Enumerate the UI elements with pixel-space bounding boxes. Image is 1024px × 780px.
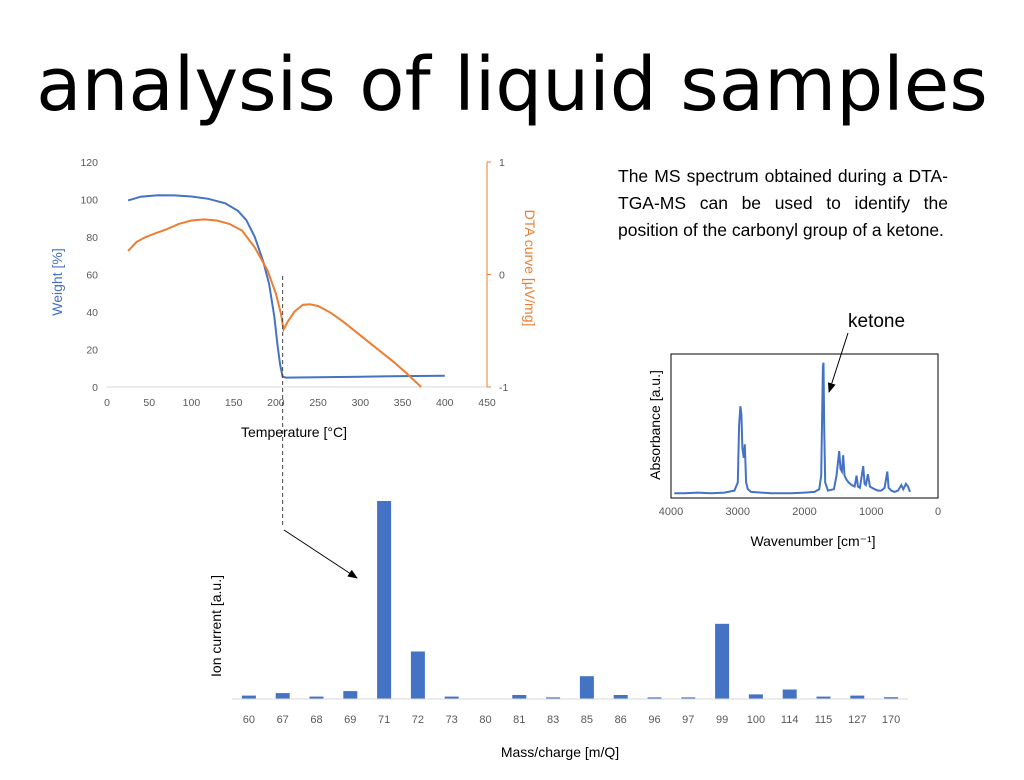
ir-x-axis-label: Wavenumber [cm⁻¹] — [750, 533, 875, 549]
ms-bar — [816, 696, 831, 699]
ms-x-tick-label: 170 — [882, 714, 900, 726]
weight-series-line — [127, 194, 445, 379]
ms-bar — [309, 696, 324, 699]
ms-bar — [850, 695, 865, 699]
ms-bar — [715, 623, 730, 699]
tga-x-tick-label: 0 — [104, 397, 110, 409]
ms-bar — [444, 696, 459, 699]
tga-x-tick-label: 100 — [183, 397, 201, 409]
dta-y-axis-label: DTA curve [µV/mg] — [522, 210, 538, 327]
ms-x-tick-label: 80 — [479, 714, 491, 726]
ir-y-axis-label: Absorbance [a.u.] — [647, 370, 663, 480]
ms-bar-chart: 60 67 68 69 71 72 73 80 81 83 85 86 96 97 99 100 114 115 1… — [208, 501, 908, 760]
ms-x-tick-label: 99 — [716, 714, 728, 726]
tga-x-tick-label: 50 — [143, 397, 155, 409]
ms-bar — [613, 695, 628, 699]
ms-x-tick-label: 85 — [581, 714, 593, 726]
ms-bar — [343, 691, 358, 699]
ms-bar — [884, 697, 899, 699]
ir-x-tick-label: 1000 — [859, 506, 883, 518]
ms-bar — [748, 694, 763, 699]
ms-x-tick-label: 100 — [747, 714, 765, 726]
ms-x-tick-label: 60 — [243, 714, 255, 726]
ir-x-tick-label: 0 — [935, 506, 941, 518]
ms-x-tick-label: 71 — [378, 714, 390, 726]
ketone-annotation: ketone — [848, 311, 905, 332]
ms-bar — [782, 689, 797, 699]
ms-x-tick-label: 73 — [446, 714, 458, 726]
ms-bar — [275, 693, 290, 699]
ir-x-tick-label: 3000 — [726, 506, 750, 518]
ms-x-tick-label: 67 — [277, 714, 289, 726]
ms-x-tick-label: 69 — [344, 714, 356, 726]
ir-spectrum-chart: 4000 3000 2000 1000 0 Wavenumber [cm⁻¹] Abso… — [647, 311, 941, 549]
dta-series-line — [127, 218, 422, 388]
tga-x-tick-label: 150 — [225, 397, 243, 409]
ms-x-axis-label: Mass/charge [m/Q] — [501, 744, 619, 760]
tga-x-tick-label: 300 — [352, 397, 370, 409]
ms-x-tick-label: 115 — [815, 714, 833, 726]
ms-y-axis-label: Ion current [a.u.] — [208, 575, 224, 677]
ms-x-tick-label: 81 — [513, 714, 525, 726]
tga-dta-chart: 0 50 100 150 200 250 300 350 400 450 0 20 40 60 80 100… — [49, 157, 538, 440]
guide-arrow — [283, 529, 358, 579]
tga-x-tick-label: 450 — [478, 397, 496, 409]
tga-y-tick-label: 20 — [86, 345, 98, 357]
ms-x-tick-label: 72 — [412, 714, 424, 726]
dta-y-tick-label: 0 — [499, 270, 505, 282]
tga-y-tick-label: 120 — [80, 157, 98, 169]
tga-x-tick-label: 200 — [267, 397, 285, 409]
ms-x-tick-label: 114 — [781, 714, 799, 726]
tga-x-tick-label: 400 — [436, 397, 454, 409]
tga-y-tick-label: 40 — [86, 307, 98, 319]
ms-bar — [410, 651, 425, 699]
ms-bar — [377, 501, 392, 699]
description-text: The MS spectrum obtained during a DTA-TG… — [618, 166, 948, 240]
ms-bar — [546, 697, 561, 699]
ir-spectrum-line — [674, 362, 911, 495]
ms-bar — [647, 697, 662, 699]
tga-y-tick-label: 60 — [86, 270, 98, 282]
ir-plot-frame — [670, 353, 939, 499]
ir-x-tick-label: 4000 — [659, 506, 683, 518]
ms-bar — [579, 676, 594, 699]
tga-x-tick-label: 350 — [394, 397, 412, 409]
dta-y-tick-label: -1 — [499, 382, 508, 394]
tga-y-axis-label: Weight [%] — [49, 248, 65, 315]
tga-y-tick-label: 100 — [80, 195, 98, 207]
tga-x-tick-label: 250 — [309, 397, 327, 409]
ms-x-tick-label: 127 — [848, 714, 866, 726]
ketone-arrow — [827, 332, 849, 393]
ir-x-tick-label: 2000 — [792, 506, 816, 518]
ms-bar — [512, 695, 527, 699]
tga-y-tick-label: 0 — [92, 382, 98, 394]
tga-x-axis-label: Temperature [°C] — [241, 424, 347, 440]
ms-bar — [241, 695, 256, 699]
ms-x-tick-label: 68 — [310, 714, 322, 726]
ms-x-tick-label: 83 — [547, 714, 559, 726]
ms-x-tick-label: 96 — [648, 714, 660, 726]
ms-bar — [681, 697, 696, 699]
dta-y-tick-label: 1 — [499, 157, 505, 169]
ms-x-tick-label: 97 — [682, 714, 694, 726]
ms-x-tick-label: 86 — [615, 714, 627, 726]
slide-title: analysis of liquid samples — [36, 42, 988, 128]
tga-y-tick-label: 80 — [86, 232, 98, 244]
